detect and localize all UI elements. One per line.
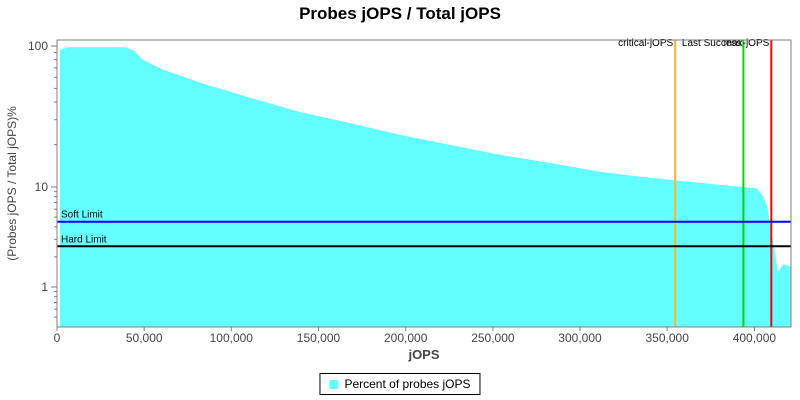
x-tick-label: 150,000: [297, 331, 341, 345]
x-axis-title: jOPS: [407, 347, 439, 362]
legend-swatch-icon: [329, 379, 339, 389]
vline-label: Last Success: [682, 38, 741, 49]
x-tick-label: 100,000: [210, 331, 254, 345]
hline-label: Hard Limit: [61, 234, 107, 245]
vline-label: max-jOPS: [724, 38, 770, 49]
y-axis-title: (Probes jOPS / Total jOPS)%: [5, 106, 19, 261]
legend: Percent of probes jOPS: [319, 373, 481, 395]
x-tick-label: 0: [54, 331, 61, 345]
x-axis: 0 50,000 100,000 150,000 200,000 250,000 300,0…: [54, 327, 777, 362]
y-tick-label: 10: [35, 180, 49, 194]
vline-label: critical-jOPS: [618, 38, 673, 49]
x-tick-label: 50,000: [126, 331, 163, 345]
area-series: [60, 47, 791, 327]
y-axis: 100 10 1 (Probes jOPS / Total jOPS)%: [5, 39, 57, 318]
x-tick-label: 200,000: [384, 331, 428, 345]
legend-item-label: Percent of probes jOPS: [344, 377, 471, 391]
y-tick-label: 1: [41, 280, 48, 294]
marker-vlines: [674, 40, 773, 327]
x-tick-label: 400,000: [733, 331, 777, 345]
x-tick-label: 350,000: [646, 331, 690, 345]
plot-border: [56, 39, 792, 328]
limit-hlines: Soft Limit Hard Limit: [57, 210, 791, 248]
x-tick-label: 250,000: [471, 331, 515, 345]
hline-label: Soft Limit: [61, 210, 103, 221]
y-tick-label: 100: [28, 39, 48, 53]
x-tick-label: 300,000: [558, 331, 602, 345]
chart-title: Probes jOPS / Total jOPS: [299, 4, 501, 23]
